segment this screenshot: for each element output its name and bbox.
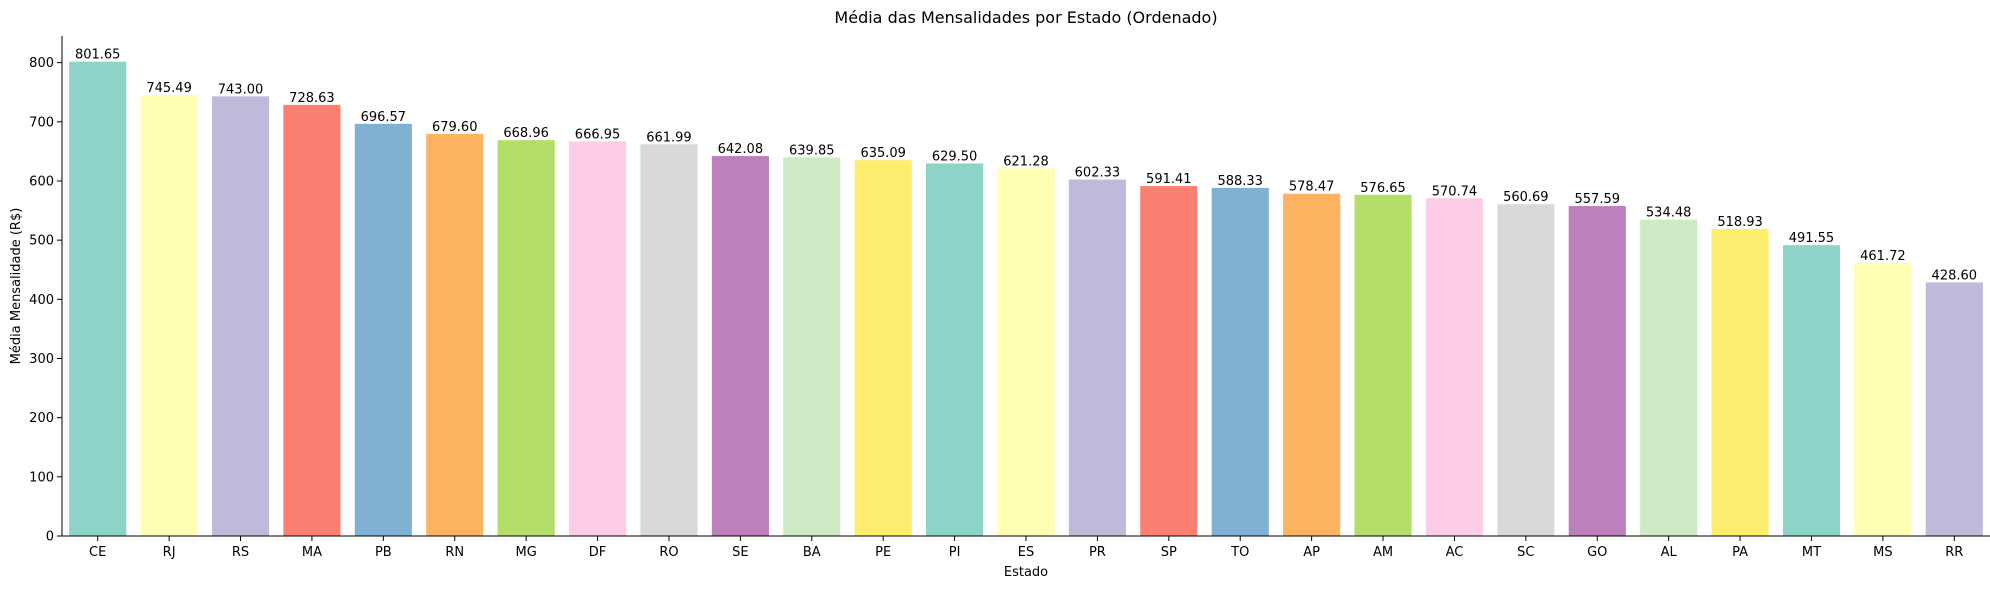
x-tick-label-ma: MA bbox=[302, 545, 322, 560]
bar-ms bbox=[1854, 262, 1912, 536]
data-label-pr: 602.33 bbox=[1075, 166, 1121, 181]
data-label-pe: 635.09 bbox=[860, 146, 906, 161]
x-tick-label-es: ES bbox=[1018, 545, 1034, 560]
bar-pe bbox=[854, 160, 912, 536]
data-label-pb: 696.57 bbox=[361, 110, 407, 125]
x-tick-label-ac: AC bbox=[1446, 545, 1464, 560]
x-tick-label-rr: RR bbox=[1945, 545, 1963, 560]
bar-pa bbox=[1711, 228, 1769, 536]
y-tick-label-500: 500 bbox=[29, 234, 54, 249]
x-tick-label-ms: MS bbox=[1873, 545, 1892, 560]
y-tick-label-200: 200 bbox=[29, 411, 54, 426]
bar-ro bbox=[640, 144, 698, 537]
bar-am bbox=[1354, 194, 1412, 537]
data-label-df: 666.95 bbox=[575, 127, 621, 142]
data-label-pa: 518.93 bbox=[1717, 215, 1763, 230]
data-label-mg: 668.96 bbox=[503, 126, 549, 141]
bar-mt bbox=[1782, 245, 1841, 536]
bar-rr bbox=[1925, 282, 1983, 536]
x-tick-label-pr: PR bbox=[1089, 545, 1106, 560]
bar-rj bbox=[140, 94, 198, 536]
x-tick-label-mg: MG bbox=[516, 545, 537, 560]
y-tick-label-800: 800 bbox=[29, 56, 54, 71]
bar-pr bbox=[1068, 179, 1126, 536]
x-tick-label-go: GO bbox=[1587, 545, 1607, 560]
bar-es bbox=[997, 168, 1055, 536]
data-label-rs: 743.00 bbox=[218, 82, 264, 97]
bar-sc bbox=[1497, 204, 1555, 537]
data-label-rr: 428.60 bbox=[1932, 268, 1978, 283]
y-tick-label-600: 600 bbox=[29, 174, 54, 189]
bar-to bbox=[1211, 187, 1269, 536]
bar-go bbox=[1568, 206, 1626, 536]
data-label-mt: 491.55 bbox=[1789, 231, 1835, 246]
x-tick-label-rn: RN bbox=[445, 545, 464, 560]
data-label-es: 621.28 bbox=[1003, 154, 1049, 169]
bar-pb bbox=[354, 123, 412, 536]
bar-ce bbox=[69, 61, 127, 537]
data-label-rj: 745.49 bbox=[146, 81, 192, 96]
data-label-sc: 560.69 bbox=[1503, 190, 1549, 205]
x-tick-label-sp: SP bbox=[1161, 545, 1177, 560]
data-label-pi: 629.50 bbox=[932, 150, 978, 165]
bar-mg bbox=[497, 140, 555, 537]
x-tick-label-ba: BA bbox=[803, 545, 821, 560]
bar-al bbox=[1640, 219, 1698, 537]
chart-title: Média das Mensalidades por Estado (Orden… bbox=[834, 8, 1217, 27]
bar-ma bbox=[283, 104, 341, 537]
x-tick-label-se: SE bbox=[732, 545, 748, 560]
x-tick-label-pa: PA bbox=[1732, 545, 1748, 560]
data-label-sp: 591.41 bbox=[1146, 172, 1192, 187]
x-tick-label-pb: PB bbox=[375, 545, 392, 560]
y-axis: 0 100 200 300 400 500 600 700 800 bbox=[29, 36, 63, 545]
data-label-am: 576.65 bbox=[1360, 181, 1406, 196]
x-tick-label-pe: PE bbox=[875, 545, 891, 560]
x-tick-label-al: AL bbox=[1661, 545, 1678, 560]
data-label-ma: 728.63 bbox=[289, 91, 335, 106]
x-tick-label-am: AM bbox=[1373, 545, 1393, 560]
x-tick-label-mt: MT bbox=[1802, 545, 1821, 560]
data-label-go: 557.59 bbox=[1575, 192, 1621, 207]
y-tick-label-100: 100 bbox=[29, 470, 54, 485]
bars-group bbox=[69, 61, 1983, 537]
bar-ap bbox=[1283, 193, 1341, 536]
data-label-ac: 570.74 bbox=[1432, 184, 1478, 199]
x-axis-title: Estado bbox=[1004, 565, 1048, 580]
data-label-rn: 679.60 bbox=[432, 120, 478, 135]
data-labels-group: 801.65 745.49 743.00 728.63 696.57 679.60 668.… bbox=[75, 48, 1977, 284]
y-tick-label-300: 300 bbox=[29, 352, 54, 367]
x-tick-label-rs: RS bbox=[232, 545, 249, 560]
bar-ba bbox=[783, 157, 841, 536]
data-label-ce: 801.65 bbox=[75, 48, 121, 63]
x-tick-label-to: TO bbox=[1230, 545, 1249, 560]
bar-sp bbox=[1140, 186, 1198, 537]
y-tick-label-400: 400 bbox=[29, 293, 54, 308]
data-label-al: 534.48 bbox=[1646, 206, 1692, 221]
x-tick-label-pi: PI bbox=[949, 545, 961, 560]
x-tick-label-sc: SC bbox=[1517, 545, 1534, 560]
x-tick-label-rj: RJ bbox=[163, 545, 176, 560]
y-tick-label-0: 0 bbox=[46, 530, 54, 545]
x-axis: CE RJ RS MA PB RN MG DF RO SE BA PE PI ES PR SP TO AP AM AC… bbox=[62, 535, 1990, 560]
data-label-ap: 578.47 bbox=[1289, 180, 1335, 195]
data-label-to: 588.33 bbox=[1217, 174, 1263, 189]
x-tick-label-ce: CE bbox=[89, 545, 106, 560]
x-tick-label-df: DF bbox=[589, 545, 607, 560]
bar-se bbox=[711, 156, 769, 536]
data-label-ro: 661.99 bbox=[646, 130, 692, 145]
y-axis-title: Média Mensalidade (R$) bbox=[9, 208, 24, 365]
bar-ac bbox=[1425, 198, 1484, 536]
bar-rs bbox=[211, 96, 270, 537]
data-label-ms: 461.72 bbox=[1860, 249, 1906, 264]
bar-rn bbox=[426, 133, 484, 536]
x-tick-label-ro: RO bbox=[659, 545, 678, 560]
x-tick-label-ap: AP bbox=[1303, 545, 1320, 560]
data-label-se: 642.08 bbox=[718, 142, 764, 157]
y-tick-label-700: 700 bbox=[29, 115, 54, 130]
data-label-ba: 639.85 bbox=[789, 143, 835, 158]
bar-pi bbox=[926, 163, 984, 536]
bar-df bbox=[568, 141, 627, 537]
